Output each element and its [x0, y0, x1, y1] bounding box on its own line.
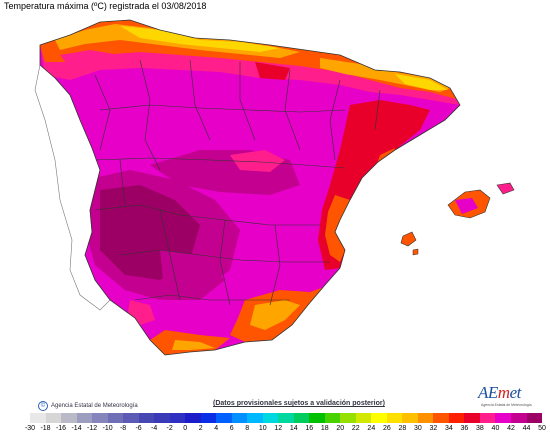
aemet-logo-word: AEmet — [478, 383, 521, 402]
balearic-islands — [400, 182, 515, 256]
legend-label: -8 — [119, 425, 127, 432]
legend-swatch — [495, 413, 511, 423]
legend-swatch — [340, 413, 356, 423]
legend-label: 2 — [198, 425, 203, 432]
legend-swatch — [355, 413, 372, 423]
legend-swatch — [448, 413, 465, 423]
legend-swatch — [30, 413, 46, 423]
aemet-logo: AEmet Agencia Estatal de Meteorología — [478, 383, 538, 413]
copyright-icon: © — [38, 401, 48, 411]
map-title: Temperatura máxima (ºC) registrada el 03… — [4, 1, 207, 11]
legend-label: 50 — [538, 425, 546, 432]
legend-swatch — [216, 413, 232, 423]
legend-swatch — [107, 413, 124, 423]
legend-label: -4 — [150, 425, 158, 432]
legend-swatch — [61, 413, 77, 423]
legend-label: 22 — [351, 425, 360, 432]
legend-label: 0 — [183, 425, 188, 432]
legend-swatch — [154, 413, 170, 423]
legend-label: 34 — [445, 425, 453, 432]
legend-label: 38 — [476, 425, 484, 432]
legend-label: 40 — [491, 425, 500, 432]
legend-label: 14 — [289, 425, 298, 432]
legend-label: 30 — [413, 425, 422, 432]
legend-label: 4 — [214, 425, 219, 432]
legend-swatch — [92, 413, 108, 423]
legend-swatch — [479, 413, 496, 423]
legend-swatch — [138, 413, 155, 423]
legend-swatch — [324, 413, 341, 423]
disclaimer: (Datos provisionales sujetos a validació… — [213, 400, 385, 407]
legend-label: -2 — [166, 425, 173, 432]
legend-label: 16 — [305, 425, 314, 432]
legend-label: -6 — [135, 425, 142, 432]
legend-label: 42 — [507, 425, 515, 432]
legend-label: -18 — [40, 425, 51, 432]
legend-swatch — [293, 413, 310, 423]
legend-swatch — [200, 413, 217, 423]
legend-label: 36 — [460, 425, 469, 432]
legend-label: 28 — [398, 425, 407, 432]
legend-swatch — [433, 413, 449, 423]
legend-swatch — [386, 413, 403, 423]
legend-swatch — [169, 413, 186, 423]
legend-swatch — [231, 413, 248, 423]
legend-label: -30 — [24, 425, 36, 432]
legend-swatch — [309, 413, 325, 423]
legend-swatch — [417, 413, 434, 423]
agency-credit-text: Agencia Estatal de Meteorología — [51, 403, 138, 409]
aemet-logo-subtitle: Agencia Estatal de Meteorología — [481, 403, 532, 407]
legend-swatch — [76, 413, 93, 423]
legend-label: -12 — [86, 425, 98, 432]
legend-swatch — [123, 413, 139, 423]
legend-label: 8 — [245, 425, 250, 432]
legend-swatch — [464, 413, 480, 423]
legend-label: 20 — [336, 425, 345, 432]
peninsula-coastline — [39, 19, 461, 356]
legend-label: 10 — [258, 425, 267, 432]
color-legend — [30, 413, 543, 423]
legend-label: -14 — [71, 425, 82, 432]
legend-swatch — [262, 413, 279, 423]
legend-swatch — [185, 413, 201, 423]
legend-swatch — [510, 413, 527, 423]
temperature-map — [34, 19, 515, 356]
agency-credit: © Agencia Estatal de Meteorología — [38, 401, 138, 411]
legend-label: 12 — [274, 425, 283, 432]
legend-labels: -30 -18 -16 -14 -12 -10 -8 -6 -4 -2 0 2 4 6 8 10 12 14 16 1… — [25, 425, 546, 437]
legend-swatch — [247, 413, 263, 423]
legend-label: -10 — [102, 425, 113, 432]
legend-label: 26 — [382, 425, 391, 432]
legend-label: -16 — [55, 425, 67, 432]
legend-label: 44 — [522, 425, 531, 432]
legend-swatch — [278, 413, 294, 423]
legend-label: 18 — [320, 425, 329, 432]
legend-label: 32 — [429, 425, 438, 432]
legend-label: 24 — [367, 425, 376, 432]
legend-label: 6 — [229, 425, 234, 432]
legend-swatch — [526, 413, 543, 423]
legend-swatch — [45, 413, 62, 423]
province-borders — [94, 59, 381, 306]
legend-swatch — [371, 413, 387, 423]
legend-swatch — [402, 413, 418, 423]
